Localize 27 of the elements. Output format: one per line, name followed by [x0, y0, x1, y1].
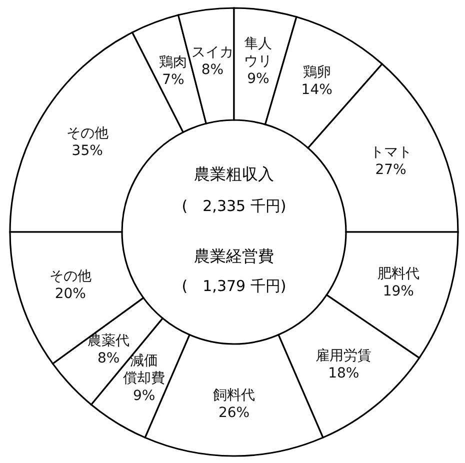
data-label: 7%	[162, 72, 184, 88]
data-label: 19%	[382, 283, 414, 300]
slice-label: 鶏卵	[302, 64, 331, 81]
data-label: 8%	[98, 350, 120, 366]
text: 農業粗収入	[194, 164, 274, 184]
text: 農業経営費	[194, 246, 274, 266]
slice-label: 雇用労賃	[316, 348, 372, 364]
slice-label: 隼人ウリ	[244, 36, 272, 70]
data-label: 18%	[328, 365, 360, 382]
slice-label: トマト	[370, 144, 412, 160]
data-label: 8%	[201, 62, 224, 78]
slice-label: スイカ	[191, 44, 234, 61]
slice-label: その他	[49, 268, 92, 284]
slice-label: その他	[66, 125, 108, 142]
slice-label: 減価償却費	[123, 353, 166, 387]
text: ( 1,379 千円)	[182, 277, 286, 295]
slice-label: 肥料代	[377, 266, 420, 282]
data-label: 20%	[54, 286, 86, 302]
slice-label: 飼料代	[213, 387, 255, 404]
data-label: 9%	[247, 71, 270, 88]
data-label: 35%	[72, 142, 103, 159]
slice-label: 鶏肉	[159, 54, 188, 70]
data-label: 27%	[375, 162, 406, 178]
text: ( 2,335 千円)	[182, 197, 286, 215]
data-label: 26%	[218, 404, 250, 421]
data-label: 14%	[301, 82, 332, 98]
data-label: 9%	[133, 388, 156, 404]
